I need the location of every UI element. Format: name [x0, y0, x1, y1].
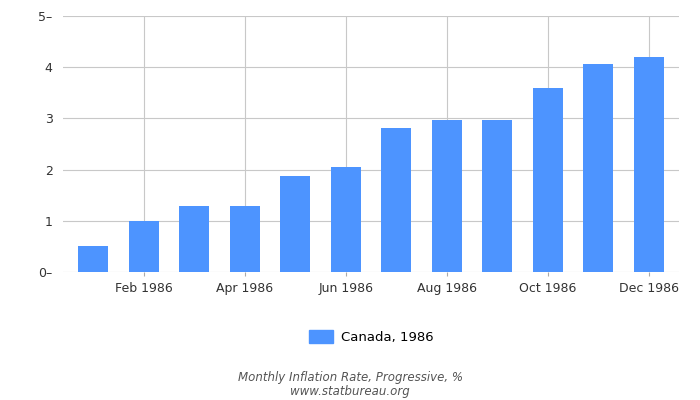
Bar — [432, 120, 462, 272]
Bar — [179, 206, 209, 272]
Text: www.statbureau.org: www.statbureau.org — [290, 386, 410, 398]
Bar — [330, 167, 361, 272]
Bar — [129, 221, 159, 272]
Bar — [230, 206, 260, 272]
Bar — [280, 176, 310, 272]
Text: Monthly Inflation Rate, Progressive, %: Monthly Inflation Rate, Progressive, % — [237, 372, 463, 384]
Bar — [583, 64, 613, 272]
Bar — [634, 57, 664, 272]
Bar — [482, 120, 512, 272]
Bar — [78, 246, 108, 272]
Bar — [533, 88, 563, 272]
Legend: Canada, 1986: Canada, 1986 — [304, 325, 438, 350]
Bar — [381, 128, 412, 272]
